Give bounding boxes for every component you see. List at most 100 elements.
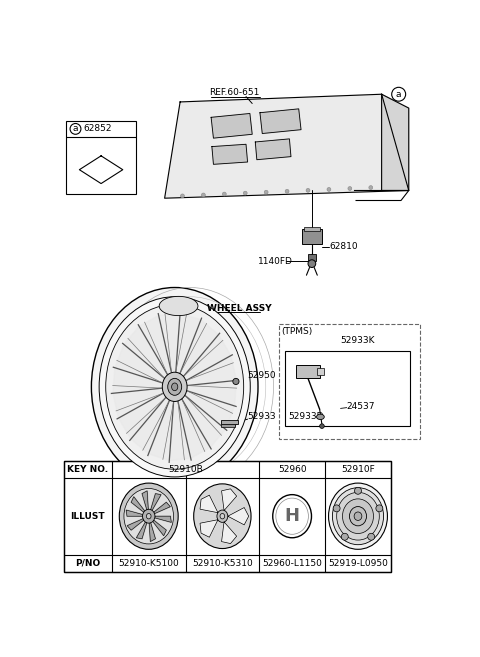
Polygon shape	[212, 145, 248, 164]
Circle shape	[333, 505, 340, 512]
Polygon shape	[382, 94, 409, 191]
Polygon shape	[222, 489, 237, 510]
Circle shape	[327, 187, 331, 191]
Polygon shape	[142, 491, 148, 510]
Polygon shape	[148, 402, 173, 461]
Polygon shape	[131, 399, 169, 454]
Ellipse shape	[120, 483, 178, 549]
Bar	[221, 424, 235, 427]
Polygon shape	[183, 396, 226, 447]
Bar	[221, 420, 238, 424]
Bar	[296, 365, 320, 378]
Ellipse shape	[159, 296, 198, 315]
Circle shape	[222, 192, 226, 196]
Ellipse shape	[328, 483, 387, 549]
Text: H: H	[285, 507, 300, 525]
Circle shape	[180, 194, 184, 198]
Text: 52950: 52950	[248, 371, 276, 380]
Text: 52910B: 52910B	[168, 464, 203, 474]
Text: (TPMS): (TPMS)	[282, 327, 313, 336]
Ellipse shape	[217, 510, 228, 522]
Text: 52910F: 52910F	[341, 464, 375, 474]
Circle shape	[341, 533, 348, 540]
Polygon shape	[154, 502, 170, 514]
Bar	[285, 351, 410, 426]
Circle shape	[233, 378, 239, 384]
Circle shape	[355, 487, 361, 494]
Polygon shape	[159, 313, 180, 371]
Polygon shape	[127, 519, 144, 530]
Text: a: a	[396, 90, 401, 99]
Polygon shape	[200, 495, 218, 512]
Ellipse shape	[91, 288, 258, 486]
Bar	[278, 324, 420, 439]
Text: 62810: 62810	[329, 242, 358, 251]
Polygon shape	[124, 327, 167, 377]
Text: 52933: 52933	[248, 411, 276, 420]
Polygon shape	[260, 109, 301, 133]
Text: ILLUST: ILLUST	[71, 512, 105, 521]
Circle shape	[285, 189, 289, 193]
Ellipse shape	[143, 509, 155, 523]
Text: WHEEL ASSY: WHEEL ASSY	[207, 304, 272, 313]
Polygon shape	[176, 313, 201, 372]
Ellipse shape	[316, 414, 324, 420]
Polygon shape	[153, 520, 166, 535]
Text: 52910-K5310: 52910-K5310	[192, 558, 253, 568]
Bar	[66, 121, 136, 194]
Circle shape	[306, 189, 310, 193]
Polygon shape	[169, 403, 191, 461]
Circle shape	[243, 191, 247, 195]
Polygon shape	[115, 344, 163, 382]
Polygon shape	[187, 355, 237, 386]
Polygon shape	[126, 510, 143, 516]
Circle shape	[368, 533, 375, 540]
Polygon shape	[151, 493, 161, 510]
Polygon shape	[211, 114, 252, 138]
Text: 1140FD: 1140FD	[258, 257, 292, 266]
Text: 52960-L1150: 52960-L1150	[262, 558, 322, 568]
Ellipse shape	[99, 297, 250, 477]
Text: 52919-L0950: 52919-L0950	[328, 558, 388, 568]
Circle shape	[376, 505, 383, 512]
Ellipse shape	[172, 383, 178, 391]
Ellipse shape	[343, 499, 373, 533]
Ellipse shape	[220, 514, 225, 519]
Bar	[304, 227, 320, 231]
Polygon shape	[155, 516, 171, 522]
Text: 52933K: 52933K	[340, 336, 375, 345]
Text: P/NO: P/NO	[75, 558, 100, 568]
Circle shape	[369, 186, 372, 189]
Ellipse shape	[146, 514, 151, 519]
Text: 52933D: 52933D	[288, 413, 324, 422]
Polygon shape	[113, 368, 161, 394]
Polygon shape	[222, 522, 237, 543]
Polygon shape	[180, 320, 218, 375]
Ellipse shape	[162, 373, 187, 401]
Polygon shape	[228, 507, 249, 525]
Polygon shape	[188, 380, 237, 406]
Text: 52960: 52960	[278, 464, 306, 474]
Ellipse shape	[194, 484, 251, 549]
Ellipse shape	[124, 489, 174, 544]
Bar	[317, 367, 324, 375]
Polygon shape	[178, 401, 210, 458]
Text: 52910-K5100: 52910-K5100	[119, 558, 179, 568]
Circle shape	[348, 187, 352, 191]
Text: 62852: 62852	[83, 124, 112, 133]
Polygon shape	[139, 315, 171, 373]
Bar	[302, 229, 322, 244]
Text: a: a	[73, 124, 78, 133]
Polygon shape	[200, 520, 218, 537]
Polygon shape	[165, 94, 409, 198]
Text: REF.60-651: REF.60-651	[209, 88, 260, 97]
Polygon shape	[185, 334, 231, 380]
Polygon shape	[255, 139, 291, 160]
Text: 24537: 24537	[347, 401, 375, 411]
Polygon shape	[186, 391, 235, 429]
Bar	[308, 254, 316, 261]
Circle shape	[264, 191, 268, 194]
Polygon shape	[113, 388, 162, 418]
Polygon shape	[149, 523, 156, 541]
Polygon shape	[119, 394, 165, 439]
